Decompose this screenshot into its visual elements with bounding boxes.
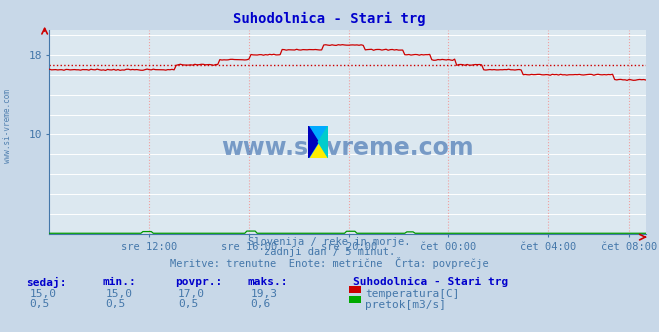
Text: sedaj:: sedaj:: [26, 277, 67, 288]
Text: 0,5: 0,5: [30, 299, 50, 309]
Polygon shape: [308, 126, 318, 158]
Text: 17,0: 17,0: [178, 289, 205, 299]
Text: 0,5: 0,5: [178, 299, 198, 309]
Polygon shape: [308, 126, 328, 158]
Text: min.:: min.:: [102, 277, 136, 287]
Text: zadnji dan / 5 minut.: zadnji dan / 5 minut.: [264, 247, 395, 257]
Text: 0,5: 0,5: [105, 299, 126, 309]
Text: povpr.:: povpr.:: [175, 277, 222, 287]
Text: 0,6: 0,6: [250, 299, 271, 309]
Text: temperatura[C]: temperatura[C]: [365, 289, 459, 299]
Text: www.si-vreme.com: www.si-vreme.com: [3, 89, 13, 163]
Polygon shape: [318, 126, 328, 158]
Text: 19,3: 19,3: [250, 289, 277, 299]
Text: 15,0: 15,0: [105, 289, 132, 299]
Text: Meritve: trenutne  Enote: metrične  Črta: povprečje: Meritve: trenutne Enote: metrične Črta: …: [170, 257, 489, 269]
Text: Slovenija / reke in morje.: Slovenija / reke in morje.: [248, 237, 411, 247]
Text: maks.:: maks.:: [247, 277, 287, 287]
Text: 15,0: 15,0: [30, 289, 57, 299]
Text: Suhodolnica - Stari trg: Suhodolnica - Stari trg: [353, 277, 508, 287]
Text: www.si-vreme.com: www.si-vreme.com: [221, 136, 474, 160]
Text: Suhodolnica - Stari trg: Suhodolnica - Stari trg: [233, 12, 426, 26]
Polygon shape: [308, 126, 328, 158]
Text: pretok[m3/s]: pretok[m3/s]: [365, 300, 446, 310]
